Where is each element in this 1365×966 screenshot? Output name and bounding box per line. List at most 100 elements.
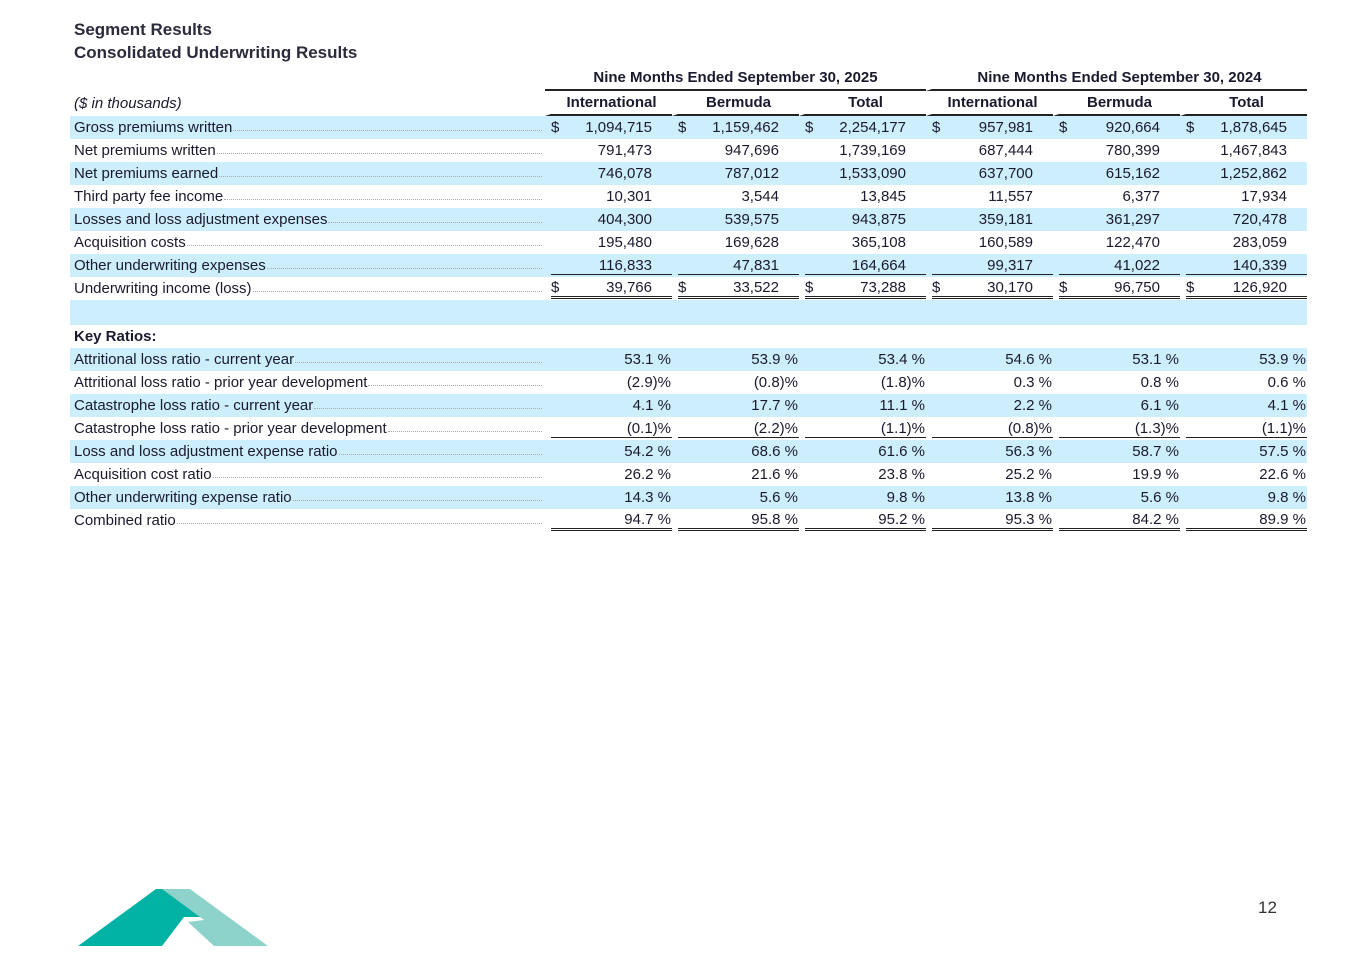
- value-cell: $920,664: [1053, 116, 1180, 139]
- row-label: Underwriting income (loss): [74, 280, 252, 297]
- value: 780,399: [1105, 142, 1160, 159]
- value-cell: $1,159,462: [672, 116, 799, 139]
- row-label: Other underwriting expense ratio: [74, 489, 292, 506]
- value: 787,012: [724, 165, 779, 182]
- period-header-2025: Nine Months Ended September 30, 2025: [545, 66, 926, 91]
- value-cell: 1,739,169: [799, 139, 926, 162]
- value-cell: (1.1)%: [1180, 417, 1307, 440]
- value-cell: 21.6 %: [672, 463, 799, 486]
- value-cell: 687,444: [926, 139, 1053, 162]
- unit-label: ($ in thousands): [74, 95, 182, 112]
- value: 89.9 %: [1259, 510, 1306, 528]
- value-cell: 4.1 %: [545, 394, 672, 417]
- value-cell: 89.9 %: [1180, 509, 1307, 532]
- value: (2.9)%: [626, 374, 671, 391]
- value-cell: $1,878,645: [1180, 116, 1307, 139]
- value: 14.3 %: [624, 489, 671, 506]
- dot-leader: [266, 268, 542, 269]
- value-cell: 637,700: [926, 162, 1053, 185]
- row-label-cell: Acquisition costs: [70, 231, 545, 254]
- value: 122,470: [1105, 234, 1160, 251]
- value: 920,664: [1105, 119, 1160, 136]
- value: 53.1 %: [1132, 351, 1179, 368]
- value: 22.6 %: [1259, 466, 1306, 483]
- value: 53.9 %: [1259, 351, 1306, 368]
- table-row: Loss and loss adjustment expense ratio 54…: [70, 440, 1307, 463]
- value-cell: (0.1)%: [545, 417, 672, 440]
- value-cell: $96,750: [1053, 277, 1180, 300]
- value-cell: 26.2 %: [545, 463, 672, 486]
- value-cell: 41,022: [1053, 254, 1180, 277]
- table-row: Attritional loss ratio - current year 53.…: [70, 348, 1307, 371]
- value-cell: $2,254,177: [799, 116, 926, 139]
- value: 615,162: [1105, 165, 1160, 182]
- table-row: Acquisition cost ratio 26.2 % 21.6 % 23.8 %…: [70, 463, 1307, 486]
- value-cell: 361,297: [1053, 208, 1180, 231]
- value: 2.2 %: [1013, 397, 1052, 414]
- table-row: Losses and loss adjustment expenses 404,3…: [70, 208, 1307, 231]
- value-cell: $1,094,715: [545, 116, 672, 139]
- table-row: Catastrophe loss ratio - current year 4.1…: [70, 394, 1307, 417]
- value-cell: 0.8 %: [1053, 371, 1180, 394]
- value: 0.6 %: [1267, 374, 1306, 391]
- value: 17.7 %: [751, 397, 798, 414]
- value: 4.1 %: [1267, 397, 1306, 414]
- dot-leader: [368, 385, 542, 386]
- row-label-cell: Combined ratio: [70, 509, 545, 532]
- value-cell: 61.6 %: [799, 440, 926, 463]
- dollar-sign: $: [1186, 119, 1195, 136]
- value-cell: 95.2 %: [799, 509, 926, 532]
- value-cell: (0.8)%: [926, 417, 1053, 440]
- value: 96,750: [1114, 278, 1160, 296]
- value: 26.2 %: [624, 466, 671, 483]
- table-row: Net premiums written 791,473 947,696 1,739,…: [70, 139, 1307, 162]
- value-cell: 25.2 %: [926, 463, 1053, 486]
- value: 1,739,169: [839, 142, 906, 159]
- value: 1,252,862: [1220, 165, 1287, 182]
- value-cell: 0.6 %: [1180, 371, 1307, 394]
- column-header: Bermuda: [672, 91, 799, 116]
- row-label: Net premiums written: [74, 142, 216, 159]
- value-cell: 13,845: [799, 185, 926, 208]
- value-cell: $33,522: [672, 277, 799, 300]
- value-cell: 95.8 %: [672, 509, 799, 532]
- table-row: Catastrophe loss ratio - prior year deve…: [70, 417, 1307, 440]
- value: 21.6 %: [751, 466, 798, 483]
- dollar-sign: $: [932, 119, 941, 136]
- row-label-cell: Acquisition cost ratio: [70, 463, 545, 486]
- value: 404,300: [597, 211, 652, 228]
- page-number: 12: [1258, 898, 1277, 917]
- row-label: Acquisition cost ratio: [74, 466, 212, 483]
- row-label-cell: Net premiums earned: [70, 162, 545, 185]
- value: 947,696: [724, 142, 779, 159]
- dot-leader: [212, 477, 542, 478]
- value: 25.2 %: [1005, 466, 1052, 483]
- spacer-row: [70, 300, 1307, 325]
- value-cell: 47,831: [672, 254, 799, 277]
- value: 6,377: [1122, 188, 1160, 205]
- value: 791,473: [597, 142, 652, 159]
- value: 160,589: [978, 234, 1033, 251]
- value: 0.8 %: [1140, 374, 1179, 391]
- value: 365,108: [851, 234, 906, 251]
- value: 687,444: [978, 142, 1033, 159]
- dot-leader: [224, 199, 542, 200]
- table-row: Attritional loss ratio - prior year deve…: [70, 371, 1307, 394]
- value: 1,878,645: [1220, 119, 1287, 136]
- value: 11.1 %: [879, 397, 925, 414]
- value: 140,339: [1232, 256, 1287, 274]
- value-cell: 54.6 %: [926, 348, 1053, 371]
- value: 19.9 %: [1132, 466, 1179, 483]
- value: 56.3 %: [1005, 443, 1052, 460]
- dollar-sign: $: [678, 119, 687, 136]
- value: (0.8)%: [753, 374, 798, 391]
- value: 95.3 %: [1005, 510, 1052, 528]
- value-cell: 1,252,862: [1180, 162, 1307, 185]
- value: 943,875: [851, 211, 906, 228]
- value-cell: $126,920: [1180, 277, 1307, 300]
- value: 41,022: [1114, 256, 1160, 274]
- dollar-sign: $: [551, 119, 560, 136]
- value: 61.6 %: [878, 443, 925, 460]
- value: 5.6 %: [1140, 489, 1179, 506]
- value: 746,078: [597, 165, 652, 182]
